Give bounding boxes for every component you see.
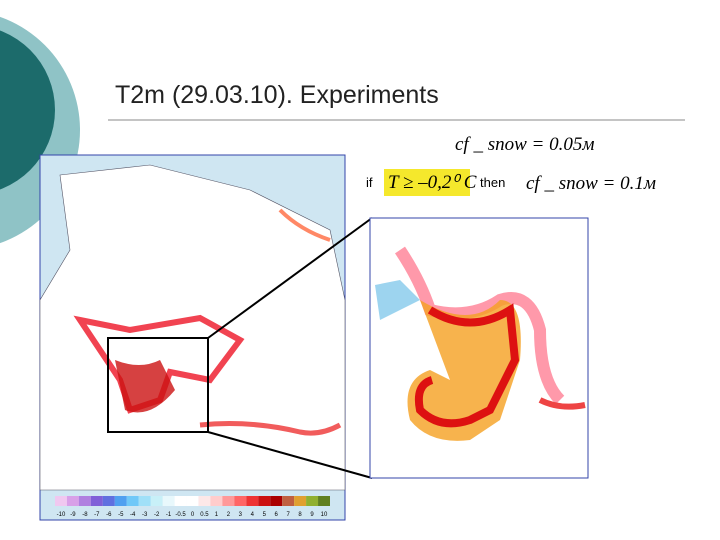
colorbar-swatch [198, 496, 211, 506]
colorbar-label: 1 [215, 512, 219, 518]
colorbar-swatch [55, 496, 67, 506]
colorbar-label: 9 [310, 512, 314, 518]
formula-text: if [366, 175, 373, 190]
colorbar-label: 2 [227, 512, 231, 518]
colorbar-label: -6 [106, 512, 112, 518]
colorbar-label: 0 [191, 512, 195, 518]
colorbar-swatch [222, 496, 235, 506]
colorbar-swatch [246, 496, 259, 506]
right-map [369, 217, 589, 479]
colorbar-label: -5 [118, 512, 124, 518]
colorbar-swatch [258, 496, 271, 506]
colorbar-swatch [294, 496, 307, 506]
formula: cf _ snow = 0.05м [455, 134, 594, 155]
colorbar-swatch [282, 496, 295, 506]
colorbar-label: 6 [275, 512, 279, 518]
decor-circle [0, 30, 55, 190]
colorbar-swatch [102, 496, 115, 506]
colorbar-swatch [114, 496, 127, 506]
zoom-box [107, 337, 209, 433]
title: T2m (29.03.10). Experiments [115, 81, 439, 109]
colorbar-swatch [126, 496, 139, 506]
colorbar-label: 4 [251, 512, 255, 518]
colorbar-swatch [306, 496, 319, 506]
colorbar-label: -0.5 [175, 512, 186, 518]
colorbar-label: 7 [286, 512, 290, 518]
colorbar-label: -9 [70, 512, 76, 518]
highlight [384, 169, 470, 196]
colorbar-label: 8 [298, 512, 302, 518]
colorbar-swatch [90, 496, 103, 506]
colorbar-swatch [66, 496, 79, 506]
colorbar-label: -1 [166, 512, 172, 518]
formula-text: then [480, 175, 505, 190]
colorbar-label: -4 [130, 512, 136, 518]
colorbar-label: -3 [142, 512, 148, 518]
zoom-line [207, 217, 373, 339]
colorbar-swatch [150, 496, 163, 506]
formula: T ≥ –0,2⁰ C [388, 172, 477, 193]
colorbar-label: 10 [321, 512, 328, 518]
colorbar-label: 3 [239, 512, 243, 518]
colorbar-label: -8 [82, 512, 88, 518]
colorbar-swatch [174, 496, 187, 506]
colorbar-swatch [270, 496, 283, 506]
colorbar-swatch [234, 496, 247, 506]
colorbar-label: 5 [263, 512, 267, 518]
colorbar-swatch [138, 496, 151, 506]
zoom-line [207, 431, 373, 479]
colorbar-swatch [162, 496, 175, 506]
colorbar-swatch [210, 496, 223, 506]
colorbar-swatch [318, 496, 330, 506]
colorbar-label: -7 [94, 512, 100, 518]
colorbar-label: 0.5 [200, 512, 209, 518]
colorbar-swatch [78, 496, 91, 506]
colorbar-swatch [186, 496, 199, 506]
colorbar-label: -2 [154, 512, 160, 518]
formula: cf _ snow = 0.1м [526, 173, 656, 194]
colorbar-label: -10 [57, 512, 66, 518]
